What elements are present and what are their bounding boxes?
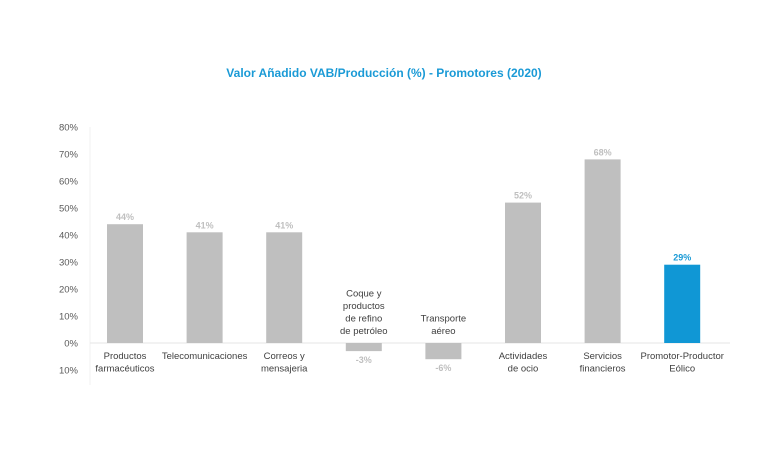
data-label: 41% [275,220,293,230]
data-label: 44% [116,212,134,222]
category-label: mensajeria [261,364,308,375]
data-label: 68% [594,147,612,157]
bar [186,232,223,343]
y-tick-label: 70% [59,150,79,161]
y-tick-label: 80% [59,123,79,134]
bar [345,343,382,352]
data-label: 52% [514,191,532,201]
category-label: Servicios [583,351,622,362]
bar [505,202,541,343]
bar-highlighted [664,264,701,343]
category-label: Telecomunicaciones [162,351,248,362]
y-tick-label: 0% [64,339,78,350]
bar [107,224,143,343]
y-tick-label: 10% [59,366,79,377]
category-label: Actividades [499,351,548,362]
chart-title: Valor Añadido VAB/Producción (%) - Promo… [226,66,541,80]
bars: 44% Productos farmacéuticos 41% Telecomunica… [95,147,723,374]
category-label: Transporte [421,314,467,325]
y-tick-label: 50% [59,204,79,215]
data-label: 41% [196,220,214,230]
bar [584,159,621,343]
y-axis: 80% 70% 60% 50% 40% 30% 20% 10% 0% 10% [59,123,79,377]
category-label: de refino [345,314,382,325]
category-label: Coque y [346,289,382,300]
category-label: productos [343,301,385,312]
data-label: -3% [356,355,372,365]
category-label: de ocio [508,364,539,375]
category-label: Promotor-Productor [640,351,723,362]
bar [266,232,303,343]
y-tick-label: 60% [59,177,79,188]
category-label: Correos y [264,351,305,362]
y-tick-label: 10% [59,312,79,323]
data-label: -6% [435,363,451,373]
y-tick-label: 40% [59,231,79,242]
category-label: farmacéuticos [95,364,154,375]
data-label: 29% [673,253,691,263]
y-tick-label: 30% [59,258,79,269]
y-tick-label: 20% [59,285,79,296]
category-label: Eólico [669,364,695,375]
category-label: aéreo [431,326,455,337]
category-label: de petróleo [340,326,388,337]
category-label: Productos [104,351,147,362]
category-label: financieros [580,364,626,375]
bar [425,343,462,360]
